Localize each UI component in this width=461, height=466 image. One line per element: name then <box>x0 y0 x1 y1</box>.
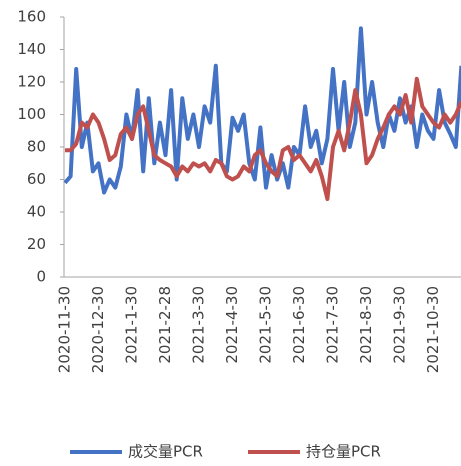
y-tick-label: 160 <box>17 8 46 26</box>
y-tick-label: 140 <box>17 40 46 58</box>
x-tick-label: 2021-5-30 <box>257 286 275 364</box>
x-tick-label: 2021-7-30 <box>324 286 342 364</box>
x-tick-label: 2021-2-28 <box>156 286 174 364</box>
legend-label: 成交量PCR <box>128 443 203 461</box>
x-tick-label: 2021-3-30 <box>190 286 208 364</box>
y-tick-label: 120 <box>17 73 46 91</box>
x-tick-label: 2021-4-30 <box>223 286 241 364</box>
y-tick-label: 40 <box>27 203 46 221</box>
x-tick-label: 2020-12-30 <box>89 286 107 373</box>
x-tick-label: 2021-8-30 <box>357 286 375 364</box>
series-line <box>65 76 461 201</box>
y-tick-label: 0 <box>36 268 46 286</box>
x-tick-label: 2021-6-30 <box>290 286 308 364</box>
x-tick-label: 2021-10-30 <box>424 286 442 373</box>
x-tick-label: 2021-1-30 <box>123 286 141 364</box>
y-tick-label: 20 <box>27 235 46 253</box>
y-tick-label: 100 <box>17 105 46 123</box>
y-tick-label: 60 <box>27 170 46 188</box>
x-tick-label: 2020-11-30 <box>56 286 74 373</box>
legend-label: 持仓量PCR <box>306 443 381 461</box>
y-tick-label: 80 <box>27 138 46 156</box>
x-tick-label: 2021-9-30 <box>391 286 409 364</box>
